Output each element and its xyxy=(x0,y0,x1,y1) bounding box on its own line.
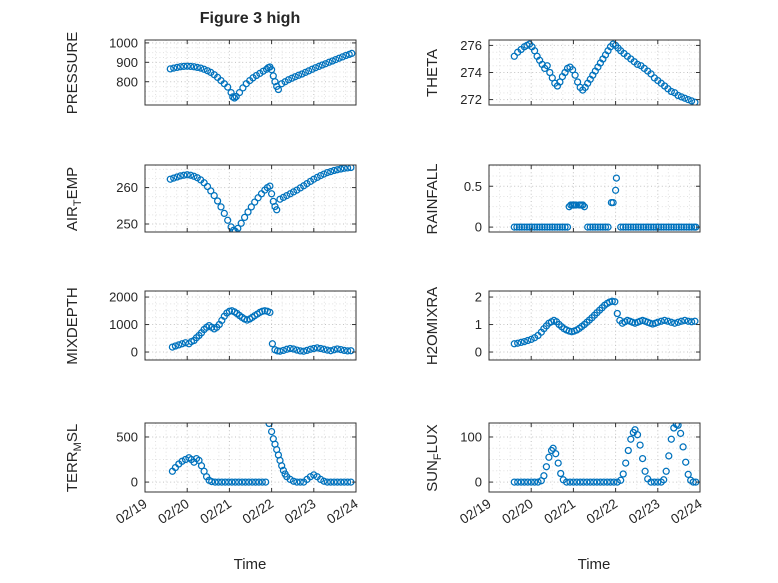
ylabel-pre: THETA xyxy=(424,48,441,97)
svg-text:02/21: 02/21 xyxy=(198,496,235,527)
svg-text:02/19: 02/19 xyxy=(113,496,150,527)
scatter-markers xyxy=(166,49,356,102)
ylabel-post: LUX xyxy=(424,423,441,453)
ylabel-sun-flux: SUNFLUX xyxy=(424,424,444,492)
ylabel-sub: T xyxy=(72,198,84,206)
svg-text:02/21: 02/21 xyxy=(542,496,579,527)
scatter-markers xyxy=(168,423,355,486)
ylabel-post: EMP xyxy=(64,166,81,199)
svg-text:900: 900 xyxy=(116,55,138,70)
svg-text:02/20: 02/20 xyxy=(155,496,192,527)
svg-text:260: 260 xyxy=(116,180,138,195)
svg-text:276: 276 xyxy=(460,38,482,53)
scatter-markers xyxy=(166,165,355,232)
ylabel-pre: SUN xyxy=(424,459,441,492)
scatter-markers xyxy=(168,307,355,355)
svg-text:02/22: 02/22 xyxy=(240,496,277,527)
ylabel-mixdepth: MIXDEPTH xyxy=(64,287,84,365)
ylabel-pre: AIR xyxy=(64,205,81,231)
svg-text:02/24: 02/24 xyxy=(668,496,705,527)
svg-text:250: 250 xyxy=(116,217,138,232)
svg-text:2000: 2000 xyxy=(109,290,138,305)
svg-text:500: 500 xyxy=(116,430,138,445)
subplot-air-temp: 250 260 xyxy=(116,164,357,233)
svg-text:0.5: 0.5 xyxy=(464,179,482,194)
ylabel-air-temp: AIRTEMP xyxy=(64,166,84,230)
subplot-mixdepth: 0 1000 2000 xyxy=(109,290,357,361)
svg-text:0: 0 xyxy=(475,345,482,360)
ylabel-pre: TERR xyxy=(64,450,81,492)
svg-text:02/23: 02/23 xyxy=(626,496,663,527)
xlabel-time-left: Time xyxy=(233,556,267,573)
subplot-pressure: 800 900 1000 xyxy=(109,35,357,106)
ylabel-rainfall: RAINFALL xyxy=(424,163,444,234)
scatter-markers xyxy=(510,423,700,486)
scatter-markers xyxy=(510,297,699,348)
svg-text:1: 1 xyxy=(475,317,482,332)
ylabel-sub: F xyxy=(432,452,444,460)
ylabel-sub: M xyxy=(72,441,84,451)
xlabel-time-right: Time xyxy=(577,556,611,573)
svg-text:2: 2 xyxy=(475,290,482,305)
svg-text:02/24: 02/24 xyxy=(324,496,361,527)
ylabel-pre: PRESSURE xyxy=(64,31,81,114)
scatter-markers xyxy=(510,174,700,231)
subplot-rainfall: 00.5 xyxy=(464,164,701,235)
ylabel-theta: THETA xyxy=(424,48,444,96)
svg-text:02/19: 02/19 xyxy=(457,496,494,527)
ylabel-terr-msl: TERRMSL xyxy=(64,423,84,491)
svg-text:274: 274 xyxy=(460,65,482,80)
svg-text:02/20: 02/20 xyxy=(499,496,536,527)
ylabel-pressure: PRESSURE xyxy=(64,31,84,114)
svg-text:02/22: 02/22 xyxy=(584,496,621,527)
svg-text:02/23: 02/23 xyxy=(282,496,319,527)
ylabel-h2omixra: H2OMIXRA xyxy=(424,286,444,364)
subplot-theta: 272 274 276 xyxy=(460,38,701,107)
subplot-h2omixra: 0 1 2 xyxy=(475,290,701,361)
svg-text:800: 800 xyxy=(116,74,138,89)
figure-title: Figure 3 high xyxy=(199,10,301,27)
subplot-sun-flux: 0 100 02/19 02/20 02/21 02/22 02/23 02/24 xyxy=(457,422,705,527)
svg-text:0: 0 xyxy=(475,220,482,235)
svg-text:0: 0 xyxy=(131,345,138,360)
scatter-markers xyxy=(510,40,699,105)
svg-text:100: 100 xyxy=(460,430,482,445)
svg-text:0: 0 xyxy=(131,475,138,490)
svg-text:272: 272 xyxy=(460,92,482,107)
ylabel-pre: H2OMIXRA xyxy=(424,286,441,365)
subplot-terr-msl: 0 500 02/19 02/20 02/21 02/22 02/23 02/24 xyxy=(113,422,361,527)
svg-text:1000: 1000 xyxy=(109,317,138,332)
ylabel-pre: MIXDEPTH xyxy=(64,286,81,365)
ylabel-pre: RAINFALL xyxy=(424,163,441,234)
ylabel-post: SL xyxy=(64,423,81,442)
svg-text:0: 0 xyxy=(475,475,482,490)
svg-text:1000: 1000 xyxy=(109,35,138,50)
